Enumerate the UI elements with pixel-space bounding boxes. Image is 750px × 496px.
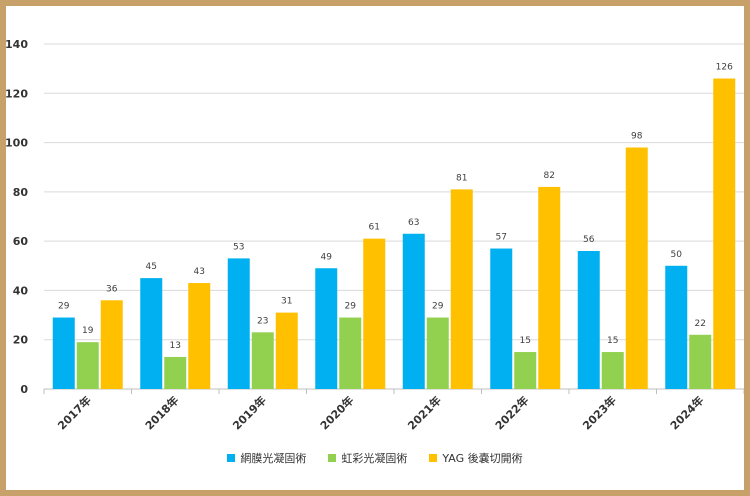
bar <box>339 317 362 389</box>
bar <box>601 352 624 389</box>
data-label: 22 <box>695 319 706 329</box>
y-tick-label: 100 <box>6 137 28 150</box>
y-tick-label: 40 <box>13 284 29 297</box>
data-label: 63 <box>408 218 419 228</box>
legend-swatch <box>227 454 236 462</box>
data-label: 29 <box>432 302 444 312</box>
data-label: 45 <box>146 262 157 272</box>
bar <box>227 258 250 389</box>
bar <box>315 268 338 389</box>
data-label: 50 <box>671 250 683 260</box>
bar <box>164 356 187 389</box>
data-label: 15 <box>520 336 531 346</box>
x-tick-label: 2019年 <box>230 393 269 432</box>
bar <box>363 238 386 389</box>
data-label: 36 <box>106 284 118 294</box>
data-label: 13 <box>170 341 181 351</box>
data-label: 19 <box>82 326 94 336</box>
x-tick-label: 2017年 <box>55 393 94 432</box>
data-label: 126 <box>716 63 733 73</box>
data-label: 98 <box>631 132 643 142</box>
bar <box>625 147 648 389</box>
bar <box>188 283 211 389</box>
bar-chart: 0 20 40 60 80 100 120 140 29 19 36 2017年 45 13 43 2018年… <box>6 38 744 433</box>
bar <box>514 352 537 389</box>
x-tick-label: 2018年 <box>142 393 181 432</box>
y-tick-label: 80 <box>13 186 29 199</box>
bar <box>538 186 561 389</box>
chart-frame: 0 20 40 60 80 100 120 140 29 19 36 2017年 45 13 43 2018年… <box>6 6 744 490</box>
y-tick-label: 120 <box>6 87 28 100</box>
bar <box>275 312 298 389</box>
legend: 網膜光凝固術 虹彩光凝固術 YAG 後嚢切開術 <box>6 450 744 466</box>
x-tick-label: 2021年 <box>405 393 444 432</box>
data-label: 29 <box>58 302 70 312</box>
bar <box>577 251 600 389</box>
bar <box>251 332 274 389</box>
data-label: 53 <box>233 242 244 252</box>
y-tick-label: 20 <box>13 334 29 347</box>
bar <box>665 265 688 389</box>
legend-item: 虹彩光凝固術 <box>328 450 407 466</box>
data-label: 43 <box>194 267 205 277</box>
bar <box>76 342 99 389</box>
data-label: 57 <box>496 233 507 243</box>
legend-item: 網膜光凝固術 <box>227 450 306 466</box>
data-label: 23 <box>257 316 268 326</box>
x-tick-label: 2020年 <box>317 393 356 432</box>
legend-item: YAG 後嚢切開術 <box>429 450 523 466</box>
legend-label: YAG 後嚢切開術 <box>442 452 523 465</box>
bar <box>100 300 123 389</box>
data-label: 61 <box>369 223 380 233</box>
legend-label: 網膜光凝固術 <box>240 452 307 465</box>
data-label: 15 <box>607 336 618 346</box>
legend-swatch <box>328 454 337 462</box>
data-label: 81 <box>456 173 467 183</box>
bar <box>490 248 513 389</box>
bar <box>52 317 75 389</box>
x-tick-label: 2022年 <box>492 393 531 432</box>
y-tick-label: 0 <box>20 383 28 396</box>
legend-label: 虹彩光凝固術 <box>341 452 408 465</box>
y-tick-label: 140 <box>6 38 28 51</box>
x-tick-label: 2023年 <box>580 393 619 432</box>
data-label: 49 <box>321 252 333 262</box>
bar <box>402 233 425 389</box>
bar <box>450 189 473 389</box>
data-label: 82 <box>544 171 555 181</box>
bar <box>140 278 163 389</box>
legend-swatch <box>429 454 438 462</box>
data-label: 31 <box>281 297 292 307</box>
y-tick-label: 60 <box>13 235 29 248</box>
data-label: 29 <box>345 302 357 312</box>
bar <box>426 317 449 389</box>
bar <box>689 334 712 389</box>
x-tick-label: 2024年 <box>667 393 706 432</box>
data-label: 56 <box>583 235 595 245</box>
bar <box>713 78 736 389</box>
